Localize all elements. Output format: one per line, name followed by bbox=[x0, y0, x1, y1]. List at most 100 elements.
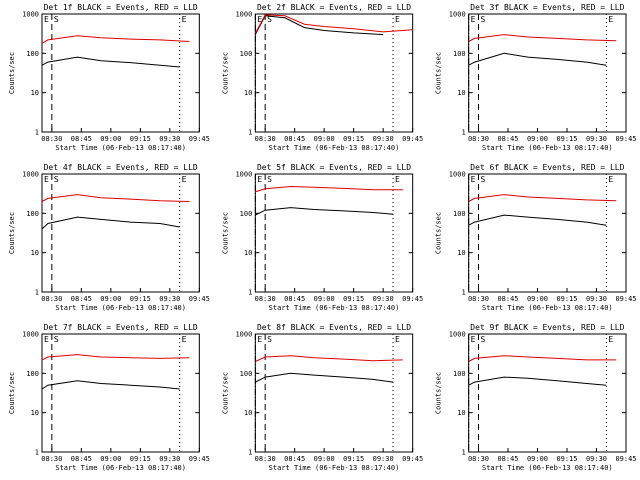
x-tick-label: 09:15 bbox=[343, 295, 364, 303]
marker-label: E bbox=[608, 335, 613, 344]
y-tick-label: 1000 bbox=[22, 171, 39, 179]
x-tick-label: 09:45 bbox=[402, 295, 423, 303]
plot-frame bbox=[254, 173, 414, 293]
marker-label: E bbox=[44, 175, 49, 184]
series-lld-line bbox=[41, 354, 190, 361]
x-axis-label: Start Time (06-Feb-13 08:17:40) bbox=[55, 144, 186, 152]
x-tick-label: 08:30 bbox=[41, 455, 62, 463]
x-tick-label: 08:30 bbox=[255, 135, 276, 143]
series-lld-line bbox=[41, 35, 190, 44]
chart-title: Det 1f BLACK = Events, RED = LLD bbox=[44, 3, 198, 12]
y-tick-label: 1 bbox=[461, 129, 465, 137]
y-tick-label: 10 bbox=[244, 249, 252, 257]
y-axis-label: Counts/sec bbox=[8, 212, 16, 254]
x-tick-label: 09:45 bbox=[189, 455, 210, 463]
y-tick-label: 10 bbox=[457, 89, 465, 97]
series-events-line bbox=[41, 380, 180, 390]
y-tick-label: 1000 bbox=[449, 171, 466, 179]
y-tick-label: 1000 bbox=[22, 11, 39, 19]
series-lld-line bbox=[468, 34, 617, 42]
chart-title: Det 2f BLACK = Events, RED = LLD bbox=[257, 3, 411, 12]
marker-label: S bbox=[481, 175, 486, 184]
plot-frame bbox=[254, 333, 414, 453]
y-tick-label: 1 bbox=[248, 449, 252, 457]
y-axis-label: Counts/sec bbox=[435, 52, 443, 94]
y-tick-label: 100 bbox=[453, 370, 466, 378]
series-events-line bbox=[468, 52, 607, 66]
panel-1: Det 1f BLACK = Events, RED = LLD 1 10 100 10… bbox=[8, 3, 210, 152]
x-tick-label: 09:00 bbox=[314, 455, 335, 463]
y-tick-label: 1 bbox=[461, 449, 465, 457]
series-events-line bbox=[41, 56, 180, 68]
marker-label: E bbox=[257, 15, 262, 24]
y-tick-label: 10 bbox=[244, 89, 252, 97]
series-events-line bbox=[254, 15, 384, 36]
marker-label: E bbox=[257, 335, 262, 344]
series-events-line bbox=[468, 214, 607, 226]
x-tick-label: 09:45 bbox=[615, 135, 636, 143]
plot-frame bbox=[468, 173, 627, 293]
x-tick-label: 08:30 bbox=[255, 455, 276, 463]
x-tick-label: 09:30 bbox=[373, 295, 394, 303]
x-tick-label: 09:00 bbox=[527, 295, 548, 303]
x-tick-label: 08:30 bbox=[468, 295, 489, 303]
chart-title: Det 7f BLACK = Events, RED = LLD bbox=[44, 323, 198, 332]
x-tick-label: 08:30 bbox=[468, 455, 489, 463]
y-axis-label: Counts/sec bbox=[221, 212, 229, 254]
x-tick-label: 08:45 bbox=[284, 455, 305, 463]
x-tick-label: 09:00 bbox=[314, 135, 335, 143]
y-tick-label: 10 bbox=[31, 409, 39, 417]
x-tick-label: 08:45 bbox=[497, 455, 518, 463]
y-tick-label: 1 bbox=[35, 129, 39, 137]
x-tick-label: 09:00 bbox=[100, 295, 121, 303]
x-tick-label: 09:30 bbox=[159, 135, 180, 143]
marker-label: E bbox=[257, 175, 262, 184]
marker-label: S bbox=[54, 335, 59, 344]
marker-label: S bbox=[267, 335, 272, 344]
y-tick-label: 10 bbox=[31, 89, 39, 97]
panel-3: Det 3f BLACK = Events, RED = LLD 1 10 100 10… bbox=[435, 3, 637, 152]
y-axis-label: Counts/sec bbox=[8, 52, 16, 94]
series-lld-line bbox=[254, 14, 413, 34]
plot-frame bbox=[41, 13, 200, 133]
y-tick-label: 10 bbox=[457, 249, 465, 257]
x-tick-label: 08:30 bbox=[41, 135, 62, 143]
marker-label: E bbox=[471, 15, 476, 24]
x-tick-label: 09:45 bbox=[189, 295, 210, 303]
x-tick-label: 08:45 bbox=[71, 455, 92, 463]
x-tick-label: 09:30 bbox=[373, 135, 394, 143]
series-events-line bbox=[255, 207, 394, 216]
chart-title: Det 6f BLACK = Events, RED = LLD bbox=[470, 163, 624, 172]
marker-label: E bbox=[608, 175, 613, 184]
marker-label: S bbox=[54, 175, 59, 184]
plot-frame bbox=[41, 333, 200, 453]
chart-title: Det 5f BLACK = Events, RED = LLD bbox=[257, 163, 411, 172]
y-tick-label: 100 bbox=[240, 50, 253, 58]
x-axis-label: Start Time (06-Feb-13 08:17:40) bbox=[482, 144, 613, 152]
marker-label: E bbox=[182, 335, 187, 344]
y-axis-label: Counts/sec bbox=[435, 212, 443, 254]
x-tick-label: 09:30 bbox=[159, 455, 180, 463]
y-tick-label: 1000 bbox=[22, 331, 39, 339]
plot-frame bbox=[468, 13, 627, 133]
marker-label: S bbox=[481, 15, 486, 24]
marker-label: S bbox=[481, 335, 486, 344]
x-tick-label: 09:30 bbox=[159, 295, 180, 303]
x-tick-label: 09:15 bbox=[130, 135, 151, 143]
x-tick-label: 09:00 bbox=[100, 135, 121, 143]
x-tick-label: 08:30 bbox=[255, 295, 276, 303]
y-tick-label: 1000 bbox=[449, 331, 466, 339]
panel-5: Det 5f BLACK = Events, RED = LLD 1 10 100 10… bbox=[221, 163, 423, 312]
plot-frame bbox=[41, 173, 200, 293]
x-tick-label: 08:45 bbox=[284, 295, 305, 303]
panel-7: Det 7f BLACK = Events, RED = LLD 1 10 100 10… bbox=[8, 323, 210, 472]
chart-title: Det 3f BLACK = Events, RED = LLD bbox=[470, 3, 624, 12]
y-tick-label: 1 bbox=[35, 449, 39, 457]
x-axis-label: Start Time (06-Feb-13 08:17:40) bbox=[482, 304, 613, 312]
y-axis-label: Counts/sec bbox=[8, 372, 16, 414]
x-tick-label: 08:30 bbox=[41, 295, 62, 303]
x-tick-label: 09:00 bbox=[527, 455, 548, 463]
y-tick-label: 1 bbox=[461, 289, 465, 297]
marker-label: E bbox=[471, 175, 476, 184]
